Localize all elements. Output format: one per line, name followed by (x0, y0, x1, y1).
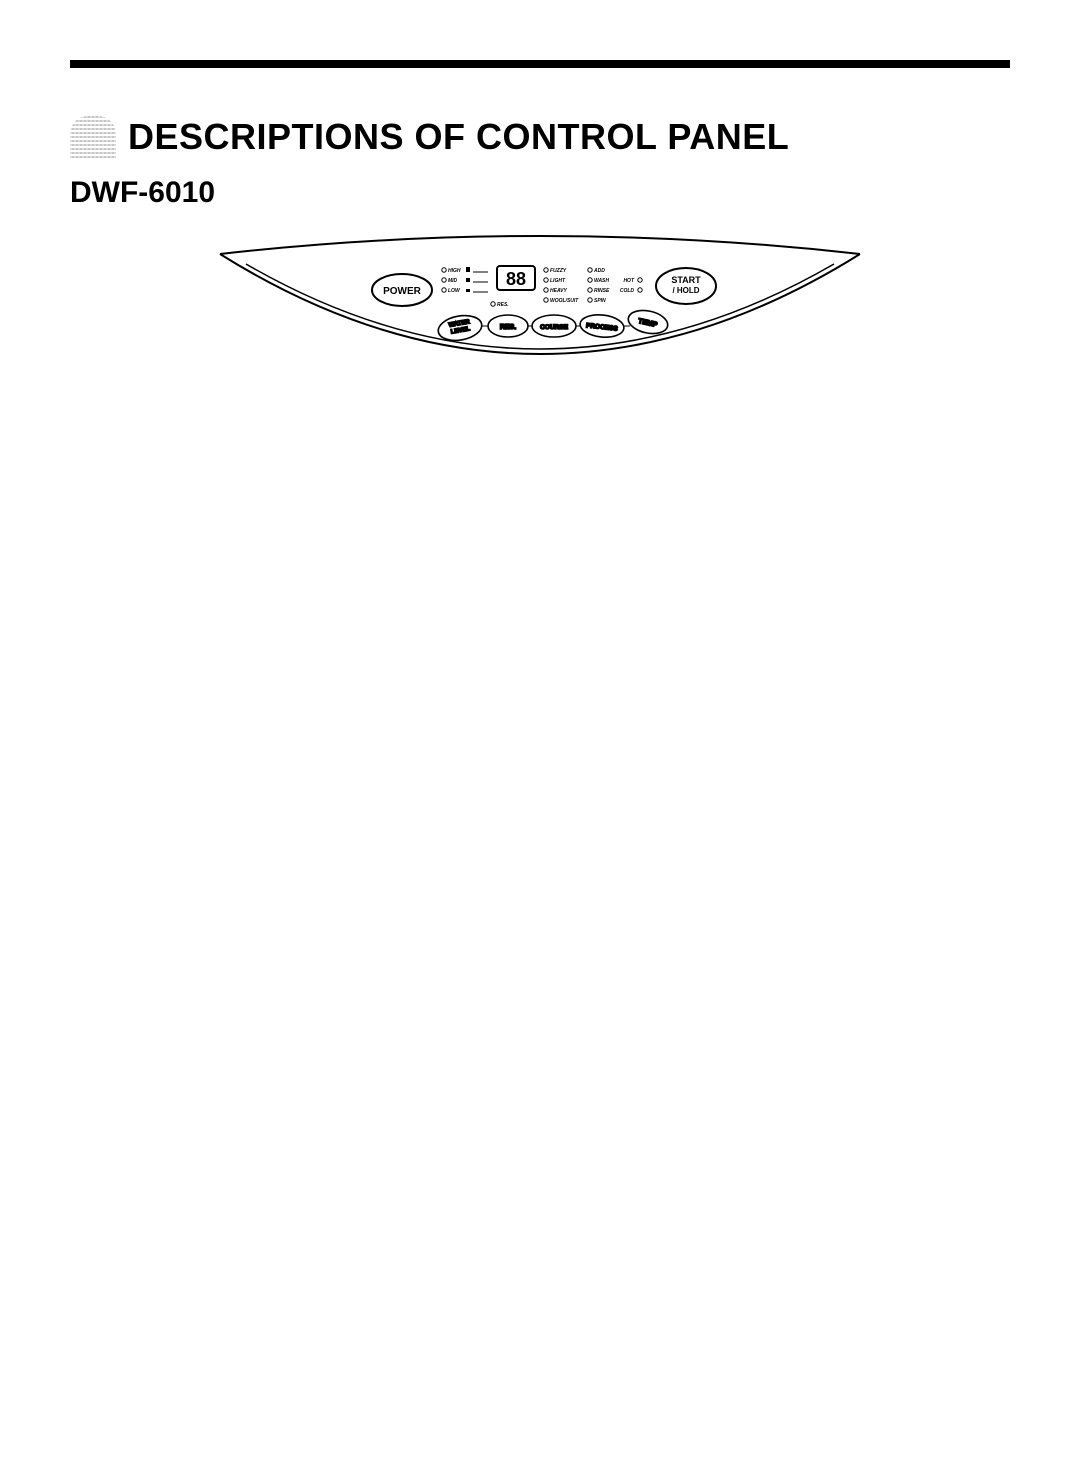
header-ornament-icon (70, 116, 116, 158)
svg-text:SPIN: SPIN (594, 298, 606, 304)
document-page: DESCRIPTIONS OF CONTROL PANEL DWF-6010 P… (0, 0, 1080, 1479)
svg-text:FUZZY: FUZZY (550, 268, 567, 274)
start-label-1: START (671, 275, 701, 285)
control-panel-svg: POWER START / HOLD 88 HIGH (180, 224, 900, 444)
svg-text:RES.: RES. (500, 324, 516, 331)
model-number: DWF-6010 (70, 176, 1010, 210)
svg-text:HEAVY: HEAVY (550, 288, 568, 294)
button-row: WATER LEVEL RES. COURSE PROCESS TEMP (436, 307, 670, 344)
start-hold-button: START / HOLD (656, 268, 716, 304)
svg-text:MID: MID (448, 278, 458, 284)
start-label-2: / HOLD (672, 286, 699, 295)
svg-text:WOOL/SUIT: WOOL/SUIT (550, 298, 579, 304)
svg-text:ADD: ADD (593, 268, 605, 274)
digit-display: 88 (497, 266, 535, 290)
course-indicators: FUZZY LIGHT HEAVY WOOL/SUIT (544, 268, 579, 304)
svg-text:RINSE: RINSE (594, 288, 610, 294)
power-label: POWER (383, 286, 422, 297)
svg-text:COLD: COLD (620, 288, 635, 294)
svg-text:COURSE: COURSE (540, 324, 568, 331)
digit-value: 88 (506, 269, 526, 289)
svg-text:HIGH: HIGH (448, 268, 461, 274)
power-button: POWER (372, 274, 432, 306)
svg-text:LOW: LOW (448, 288, 461, 294)
svg-text:WASH: WASH (594, 278, 609, 284)
svg-text:RES.: RES. (497, 302, 509, 308)
section-title: DESCRIPTIONS OF CONTROL PANEL (128, 116, 789, 158)
svg-text:LIGHT: LIGHT (550, 278, 566, 284)
control-panel-diagram: POWER START / HOLD 88 HIGH (70, 224, 1010, 444)
process-indicators: ADD WASH RINSE SPIN (588, 268, 610, 304)
top-rule (70, 60, 1010, 68)
section-header: DESCRIPTIONS OF CONTROL PANEL (70, 116, 1010, 158)
temp-indicators: HOT COLD (620, 278, 642, 294)
svg-text:HOT: HOT (623, 278, 635, 284)
